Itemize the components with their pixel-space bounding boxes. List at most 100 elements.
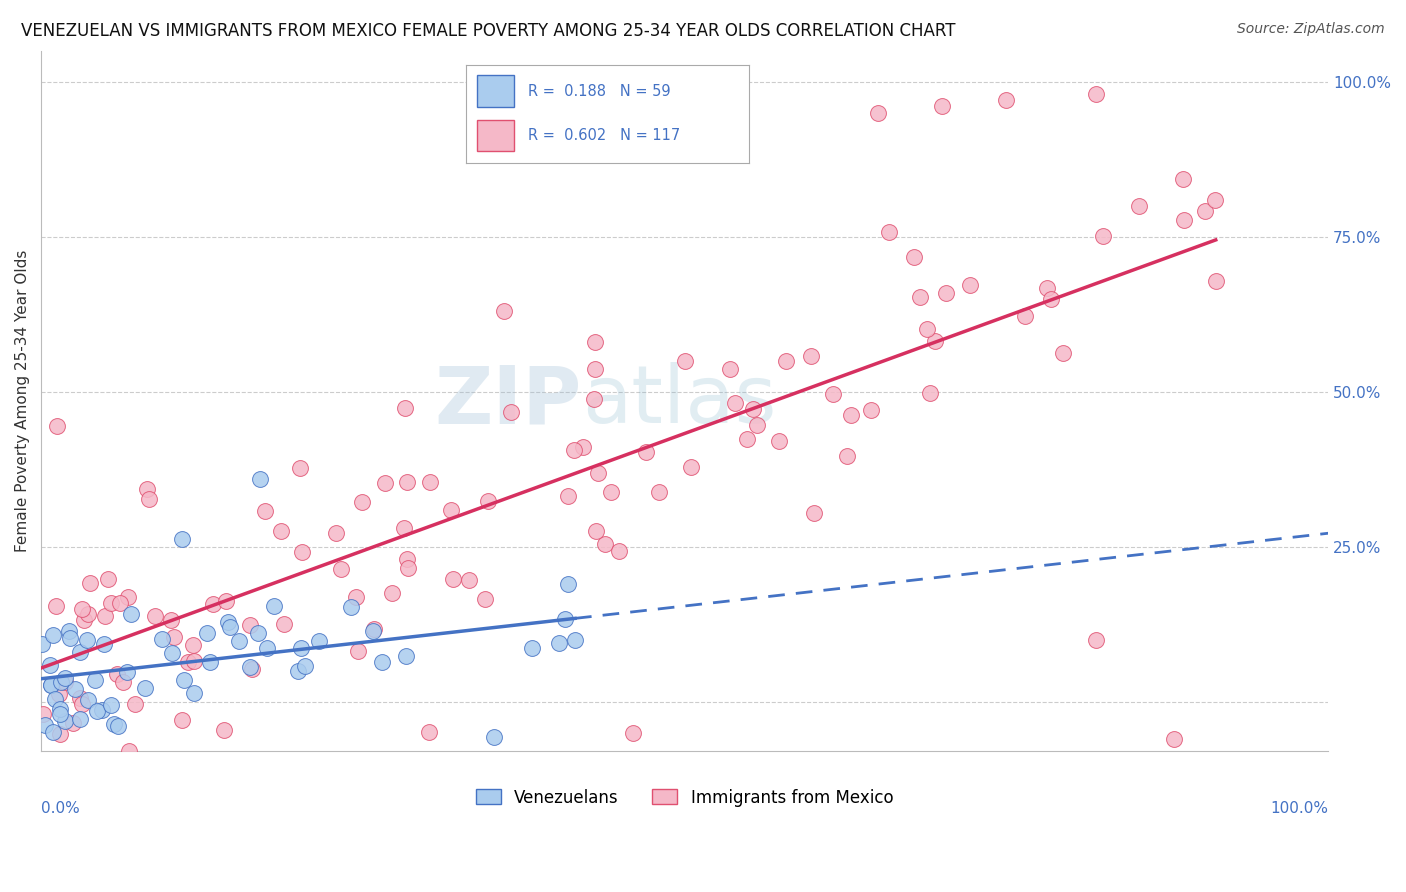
Point — [239, 618, 262, 632]
Point — [679, 459, 702, 474]
Point — [34, 718, 56, 732]
Point — [77, 607, 100, 621]
Point — [482, 730, 505, 744]
Point — [53, 671, 76, 685]
Point — [1163, 732, 1185, 747]
Point — [396, 552, 419, 566]
Point — [39, 678, 62, 692]
Point — [877, 225, 900, 239]
Point — [1204, 194, 1226, 208]
Point — [91, 703, 114, 717]
Point — [49, 727, 72, 741]
Point — [70, 697, 93, 711]
Point — [42, 628, 65, 642]
Point — [1036, 281, 1059, 295]
Point — [924, 334, 946, 348]
Text: VENEZUELAN VS IMMIGRANTS FROM MEXICO FEMALE POVERTY AMONG 25-34 YEAR OLDS CORREL: VENEZUELAN VS IMMIGRANTS FROM MEXICO FEM… — [21, 22, 956, 40]
Point — [959, 277, 981, 292]
Point — [73, 613, 96, 627]
Y-axis label: Female Poverty Among 25-34 Year Olds: Female Poverty Among 25-34 Year Olds — [15, 250, 30, 552]
Point — [1040, 292, 1063, 306]
Point — [138, 491, 160, 506]
Point — [1052, 346, 1074, 360]
Point — [69, 645, 91, 659]
Point — [823, 387, 845, 401]
Point — [83, 673, 105, 687]
Point — [173, 673, 195, 687]
Point — [673, 353, 696, 368]
Text: 100.0%: 100.0% — [1270, 800, 1329, 815]
Point — [1194, 204, 1216, 219]
Point — [86, 704, 108, 718]
Point — [228, 634, 250, 648]
Point — [254, 504, 277, 518]
Point — [915, 321, 938, 335]
Point — [557, 489, 579, 503]
Point — [1092, 228, 1115, 243]
Point — [839, 408, 862, 422]
Point — [396, 560, 419, 574]
Point — [256, 640, 278, 655]
Point — [583, 392, 606, 406]
Point — [859, 402, 882, 417]
Point — [263, 599, 285, 613]
Point — [522, 641, 544, 656]
Point — [1128, 199, 1150, 213]
Point — [745, 418, 768, 433]
Point — [330, 562, 353, 576]
Point — [599, 485, 621, 500]
Point — [183, 686, 205, 700]
Point — [97, 572, 120, 586]
Point — [1173, 213, 1195, 227]
Point — [49, 702, 72, 716]
Point — [53, 714, 76, 728]
Point — [741, 402, 763, 417]
Point — [273, 617, 295, 632]
Point — [775, 353, 797, 368]
Text: ZIP: ZIP — [434, 362, 582, 440]
Point — [63, 682, 86, 697]
Text: atlas: atlas — [582, 362, 776, 440]
Point — [143, 609, 166, 624]
Point — [308, 634, 330, 648]
Point — [59, 632, 82, 646]
Point — [195, 626, 218, 640]
Point — [288, 461, 311, 475]
Point — [494, 304, 516, 318]
Point — [392, 521, 415, 535]
Point — [931, 99, 953, 113]
Point — [1085, 632, 1108, 647]
Point — [350, 495, 373, 509]
Point — [441, 573, 464, 587]
Point — [394, 401, 416, 415]
Point — [595, 537, 617, 551]
Text: 0.0%: 0.0% — [41, 800, 80, 815]
Point — [768, 434, 790, 449]
Point — [270, 524, 292, 538]
Point — [124, 697, 146, 711]
Point — [198, 655, 221, 669]
Point — [201, 597, 224, 611]
Point — [77, 693, 100, 707]
Point — [246, 626, 269, 640]
Point — [45, 599, 67, 614]
Point — [49, 707, 72, 722]
Point — [572, 441, 595, 455]
Point — [217, 615, 239, 629]
Point — [39, 678, 62, 692]
Point — [118, 744, 141, 758]
Point — [363, 622, 385, 636]
Point — [160, 613, 183, 627]
Point — [31, 637, 53, 651]
Point — [69, 712, 91, 726]
Point — [1014, 310, 1036, 324]
Point — [419, 475, 441, 490]
Point — [935, 286, 957, 301]
Point — [290, 544, 312, 558]
Point — [1205, 274, 1227, 288]
Point — [239, 660, 262, 674]
Point — [218, 620, 240, 634]
Point — [294, 658, 316, 673]
Point — [181, 638, 204, 652]
Point — [803, 506, 825, 520]
